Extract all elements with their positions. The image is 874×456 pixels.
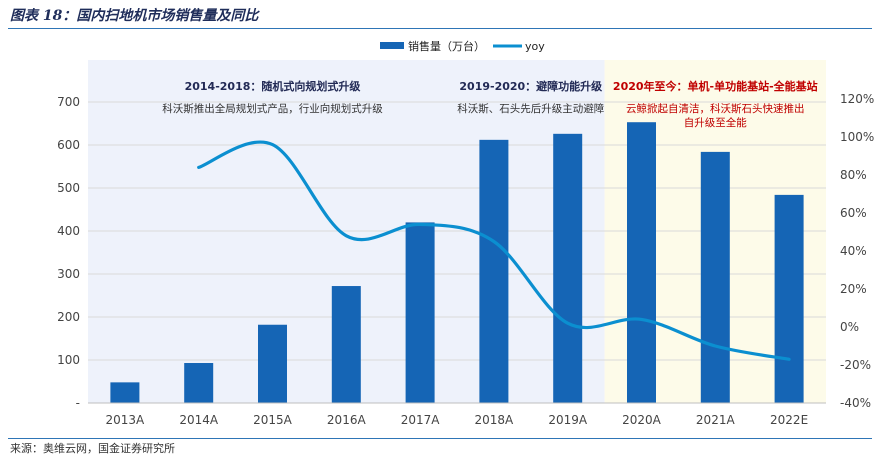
y-right-tick-label: -40% (840, 396, 871, 410)
x-tick-label: 2018A (475, 413, 515, 427)
x-tick-label: 2022E (770, 413, 808, 427)
bar-2021A (700, 151, 730, 403)
x-tick-labels: 2013A 2014A 2015A 2016A 2017A 2018A 2019A 2020A… (106, 413, 809, 427)
y-right-tick-labels: -40% -20% 0% 20% 40% 60% 80% 100% 120% (840, 92, 874, 410)
phase-desc-1: 科沃斯推出全局规划式产品，行业向规划式升级 (162, 102, 383, 115)
legend-bar-swatch (380, 42, 404, 49)
bottom-rule (8, 438, 872, 439)
source-note: 来源：奥维云网，国金证券研究所 (10, 442, 175, 455)
y-right-tick-label: 100% (840, 130, 874, 144)
y-left-tick-label: 400 (57, 224, 80, 238)
bar-series (110, 122, 804, 404)
bar-2020A (627, 122, 656, 404)
bar-2016A (331, 286, 361, 403)
y-left-tick-labels: - 100 200 300 400 500 600 700 (57, 95, 80, 410)
figure-title: 图表 18：国内扫地机市场销售量及同比 (10, 8, 259, 24)
bar-2022E (774, 194, 804, 403)
x-tick-label: 2013A (106, 413, 146, 427)
bar-2018A (479, 139, 509, 403)
y-left-tick-label: 300 (57, 267, 80, 281)
phase-annotations: 2014-2018：随机式向规划式升级科沃斯推出全局规划式产品，行业向规划式升级… (162, 79, 817, 129)
bar-2017A (405, 222, 435, 403)
y-right-tick-label: 20% (840, 282, 867, 296)
y-left-tick-label: 700 (57, 95, 80, 109)
phase-title-2: 2019-2020：避障功能升级 (459, 79, 603, 93)
phase-title-3: 2020年至今：单机-单功能基站-全能基站 (613, 79, 818, 93)
x-tick-label: 2016A (327, 413, 367, 427)
phase-desc-3: 云鲸掀起自清洁，科沃斯石头快速推出 (626, 102, 805, 115)
bar-2014A (184, 363, 214, 403)
y-left-tick-label: - (76, 396, 80, 410)
yoy-series (197, 140, 791, 361)
y-left-tick-label: 600 (57, 138, 80, 152)
y-right-tick-label: 80% (840, 168, 867, 182)
y-left-tick-label: 500 (57, 181, 80, 195)
y-right-tick-label: 60% (840, 206, 867, 220)
phase-desc-2: 科沃斯、石头先后升级主动避障 (457, 102, 604, 115)
x-tick-label: 2015A (253, 413, 293, 427)
x-tick-label: 2021A (696, 413, 736, 427)
bar-2013A (110, 382, 140, 403)
legend-bar-label: 销售量（万台） (408, 39, 485, 53)
x-tick-label: 2017A (401, 413, 441, 427)
bar-2019A (553, 133, 583, 403)
y-right-tick-label: 0% (840, 320, 859, 334)
x-tick-label: 2019A (548, 413, 588, 427)
x-tick-label: 2020A (622, 413, 662, 427)
top-rule (8, 28, 872, 29)
y-left-tick-label: 200 (57, 310, 80, 324)
x-tick-label: 2014A (179, 413, 219, 427)
y-right-tick-label: -20% (840, 358, 871, 372)
y-right-tick-label: 40% (840, 244, 867, 258)
phase-title-1: 2014-2018：随机式向规划式升级 (185, 79, 362, 93)
y-left-tick-label: 100 (57, 353, 80, 367)
legend-line-label: yoy (525, 40, 545, 53)
bar-2015A (258, 324, 287, 403)
legend: 销售量（万台） yoy (380, 39, 545, 53)
y-right-tick-label: 120% (840, 92, 874, 106)
phase-desc-3: 自升级至全能 (684, 116, 747, 129)
